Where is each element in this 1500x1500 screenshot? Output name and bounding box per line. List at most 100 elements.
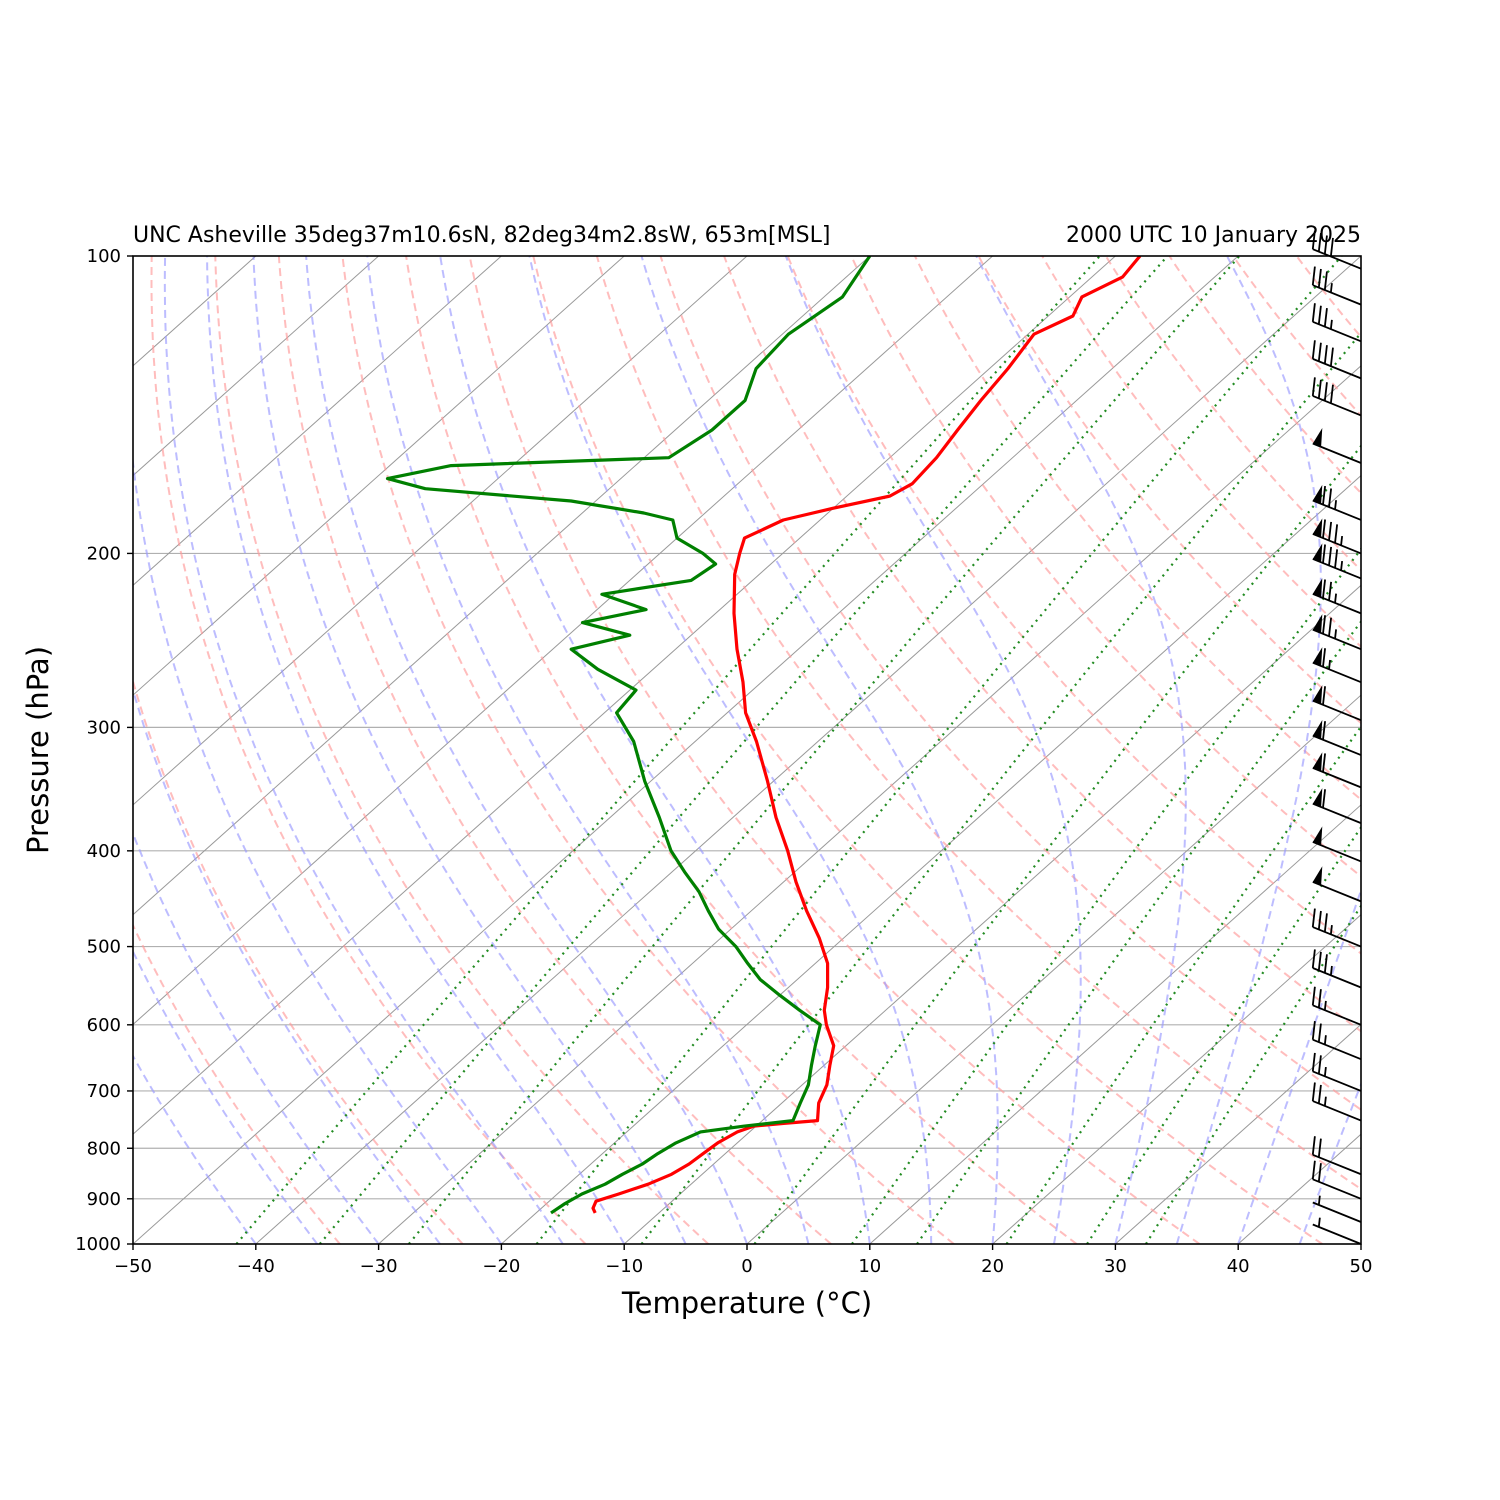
wind-barb	[1312, 866, 1362, 903]
temperature-profile-line	[591, 256, 1142, 1214]
y-tick-label: 800	[87, 1138, 121, 1159]
isotherm-line	[133, 256, 379, 477]
mixing-ratio-line	[318, 256, 1169, 1244]
wind-barb	[1312, 578, 1362, 615]
wind-barb	[1311, 303, 1362, 343]
moist-adiabat-line	[439, 256, 871, 1244]
dry-adiabat-line	[133, 677, 464, 1244]
wind-barb	[1311, 340, 1362, 380]
x-tick-label: 40	[1227, 1256, 1250, 1277]
isotherm-line	[133, 256, 1116, 1135]
wind-barb	[1311, 1021, 1362, 1060]
isotherm-line	[992, 913, 1361, 1244]
x-tick-label: −50	[114, 1256, 152, 1277]
mixing-ratio-line	[640, 331, 1361, 1244]
y-tick-label: 400	[87, 841, 121, 862]
wind-barb	[1311, 949, 1362, 989]
dry-adiabat-line	[277, 256, 832, 1244]
mixing-ratio-line	[916, 619, 1361, 1244]
mixing-ratio-line	[1005, 724, 1361, 1244]
wind-barb	[1312, 484, 1362, 521]
moist-adiabat-line	[640, 256, 999, 1244]
isotherm-line	[1115, 1023, 1361, 1244]
isotherm-line	[133, 256, 625, 696]
moist-adiabat-line	[133, 686, 441, 1244]
x-axis-ticks: −50 −40 −30 −20 −10 0 10 20 30 40 50	[114, 1244, 1372, 1277]
mixing-ratio-line	[851, 547, 1361, 1244]
dry-adiabat-line	[1424, 256, 1500, 1244]
y-tick-label: 600	[87, 1015, 121, 1036]
wind-barb	[1311, 1052, 1362, 1092]
wind-barb	[1311, 1160, 1362, 1200]
wind-barb	[1311, 986, 1362, 1026]
dewpoint-profile-line	[385, 256, 872, 1215]
y-axis-label: Pressure (hPa)	[21, 646, 55, 854]
y-axis-ticks: 1000 900 800 700 600 500 400 300 200 100	[75, 246, 133, 1255]
dry-adiabat-line	[133, 923, 341, 1244]
mixing-ratio-line	[235, 256, 1101, 1244]
dry-adiabat-line	[468, 256, 1201, 1244]
isotherm-line	[1237, 1133, 1361, 1244]
dry-adiabat-line	[595, 256, 1361, 1191]
moist-adiabat-line	[1298, 1081, 1361, 1244]
isotherm-line	[746, 694, 1361, 1244]
y-tick-label: 100	[87, 246, 121, 267]
dry-adiabat-line	[1041, 256, 1361, 648]
data-lines	[385, 256, 1142, 1215]
wind-barb	[1312, 685, 1362, 722]
mixing-ratio-line	[1145, 904, 1361, 1244]
wind-barb	[1311, 1082, 1362, 1122]
dry-adiabat-line	[914, 256, 1361, 801]
moist-adiabat-line	[366, 256, 810, 1244]
y-tick-label: 200	[87, 543, 121, 564]
dry-adiabat-line	[150, 256, 587, 1244]
moist-adiabat-line	[133, 454, 503, 1244]
dry-adiabat-line	[1487, 256, 1500, 1244]
dry-adiabat-line	[405, 256, 1078, 1244]
dry-adiabat-line	[977, 256, 1361, 725]
moist-adiabat-line	[133, 1054, 257, 1244]
moist-adiabat-line	[1175, 256, 1322, 1244]
x-tick-label: −40	[237, 1256, 275, 1277]
wind-barb	[1312, 826, 1362, 863]
isotherm-line	[378, 365, 1361, 1244]
moist-adiabat-line	[252, 256, 687, 1244]
mixing-ratio-line	[535, 256, 1343, 1244]
x-tick-label: 30	[1104, 1256, 1127, 1277]
x-axis-label: Temperature (°C)	[621, 1286, 872, 1320]
isotherm-line	[501, 474, 1361, 1244]
moist-adiabat-line	[163, 256, 564, 1244]
dry-adiabat-line	[214, 256, 709, 1244]
wind-barbs	[1311, 230, 1362, 1245]
wind-barb	[1312, 428, 1362, 464]
chart-title-right: 2000 UTC 10 January 2025	[1066, 223, 1361, 248]
moist-adiabat-line	[305, 256, 748, 1244]
isotherm-line	[133, 256, 748, 806]
wind-barb	[1312, 752, 1362, 789]
dry-adiabat-line	[1295, 256, 1361, 339]
x-tick-label: 0	[741, 1256, 752, 1277]
wind-barb	[1311, 377, 1362, 417]
moist-adiabat-line	[133, 949, 318, 1244]
dry-adiabat-line	[1359, 256, 1361, 259]
y-tick-label: 1000	[75, 1234, 121, 1255]
isotherm-line	[133, 256, 871, 916]
wind-barb	[1312, 720, 1362, 756]
x-tick-label: −10	[605, 1256, 643, 1277]
y-tick-label: 300	[87, 717, 121, 738]
wind-barb	[1311, 230, 1362, 270]
mixing-ratio-line	[408, 256, 1241, 1244]
isotherm-line	[869, 804, 1361, 1244]
dry-adiabat-line	[532, 256, 1323, 1244]
wind-barb	[1312, 788, 1362, 824]
wind-barb	[1311, 908, 1362, 948]
x-tick-label: 20	[981, 1256, 1004, 1277]
dry-adiabat-line	[341, 256, 955, 1244]
dry-adiabat-line	[1232, 256, 1361, 417]
x-tick-label: 50	[1350, 1256, 1373, 1277]
moist-adiabat-line	[528, 256, 933, 1244]
wind-barb	[1312, 518, 1362, 555]
dry-adiabat-line	[786, 256, 1361, 955]
wind-barb	[1312, 1195, 1362, 1223]
